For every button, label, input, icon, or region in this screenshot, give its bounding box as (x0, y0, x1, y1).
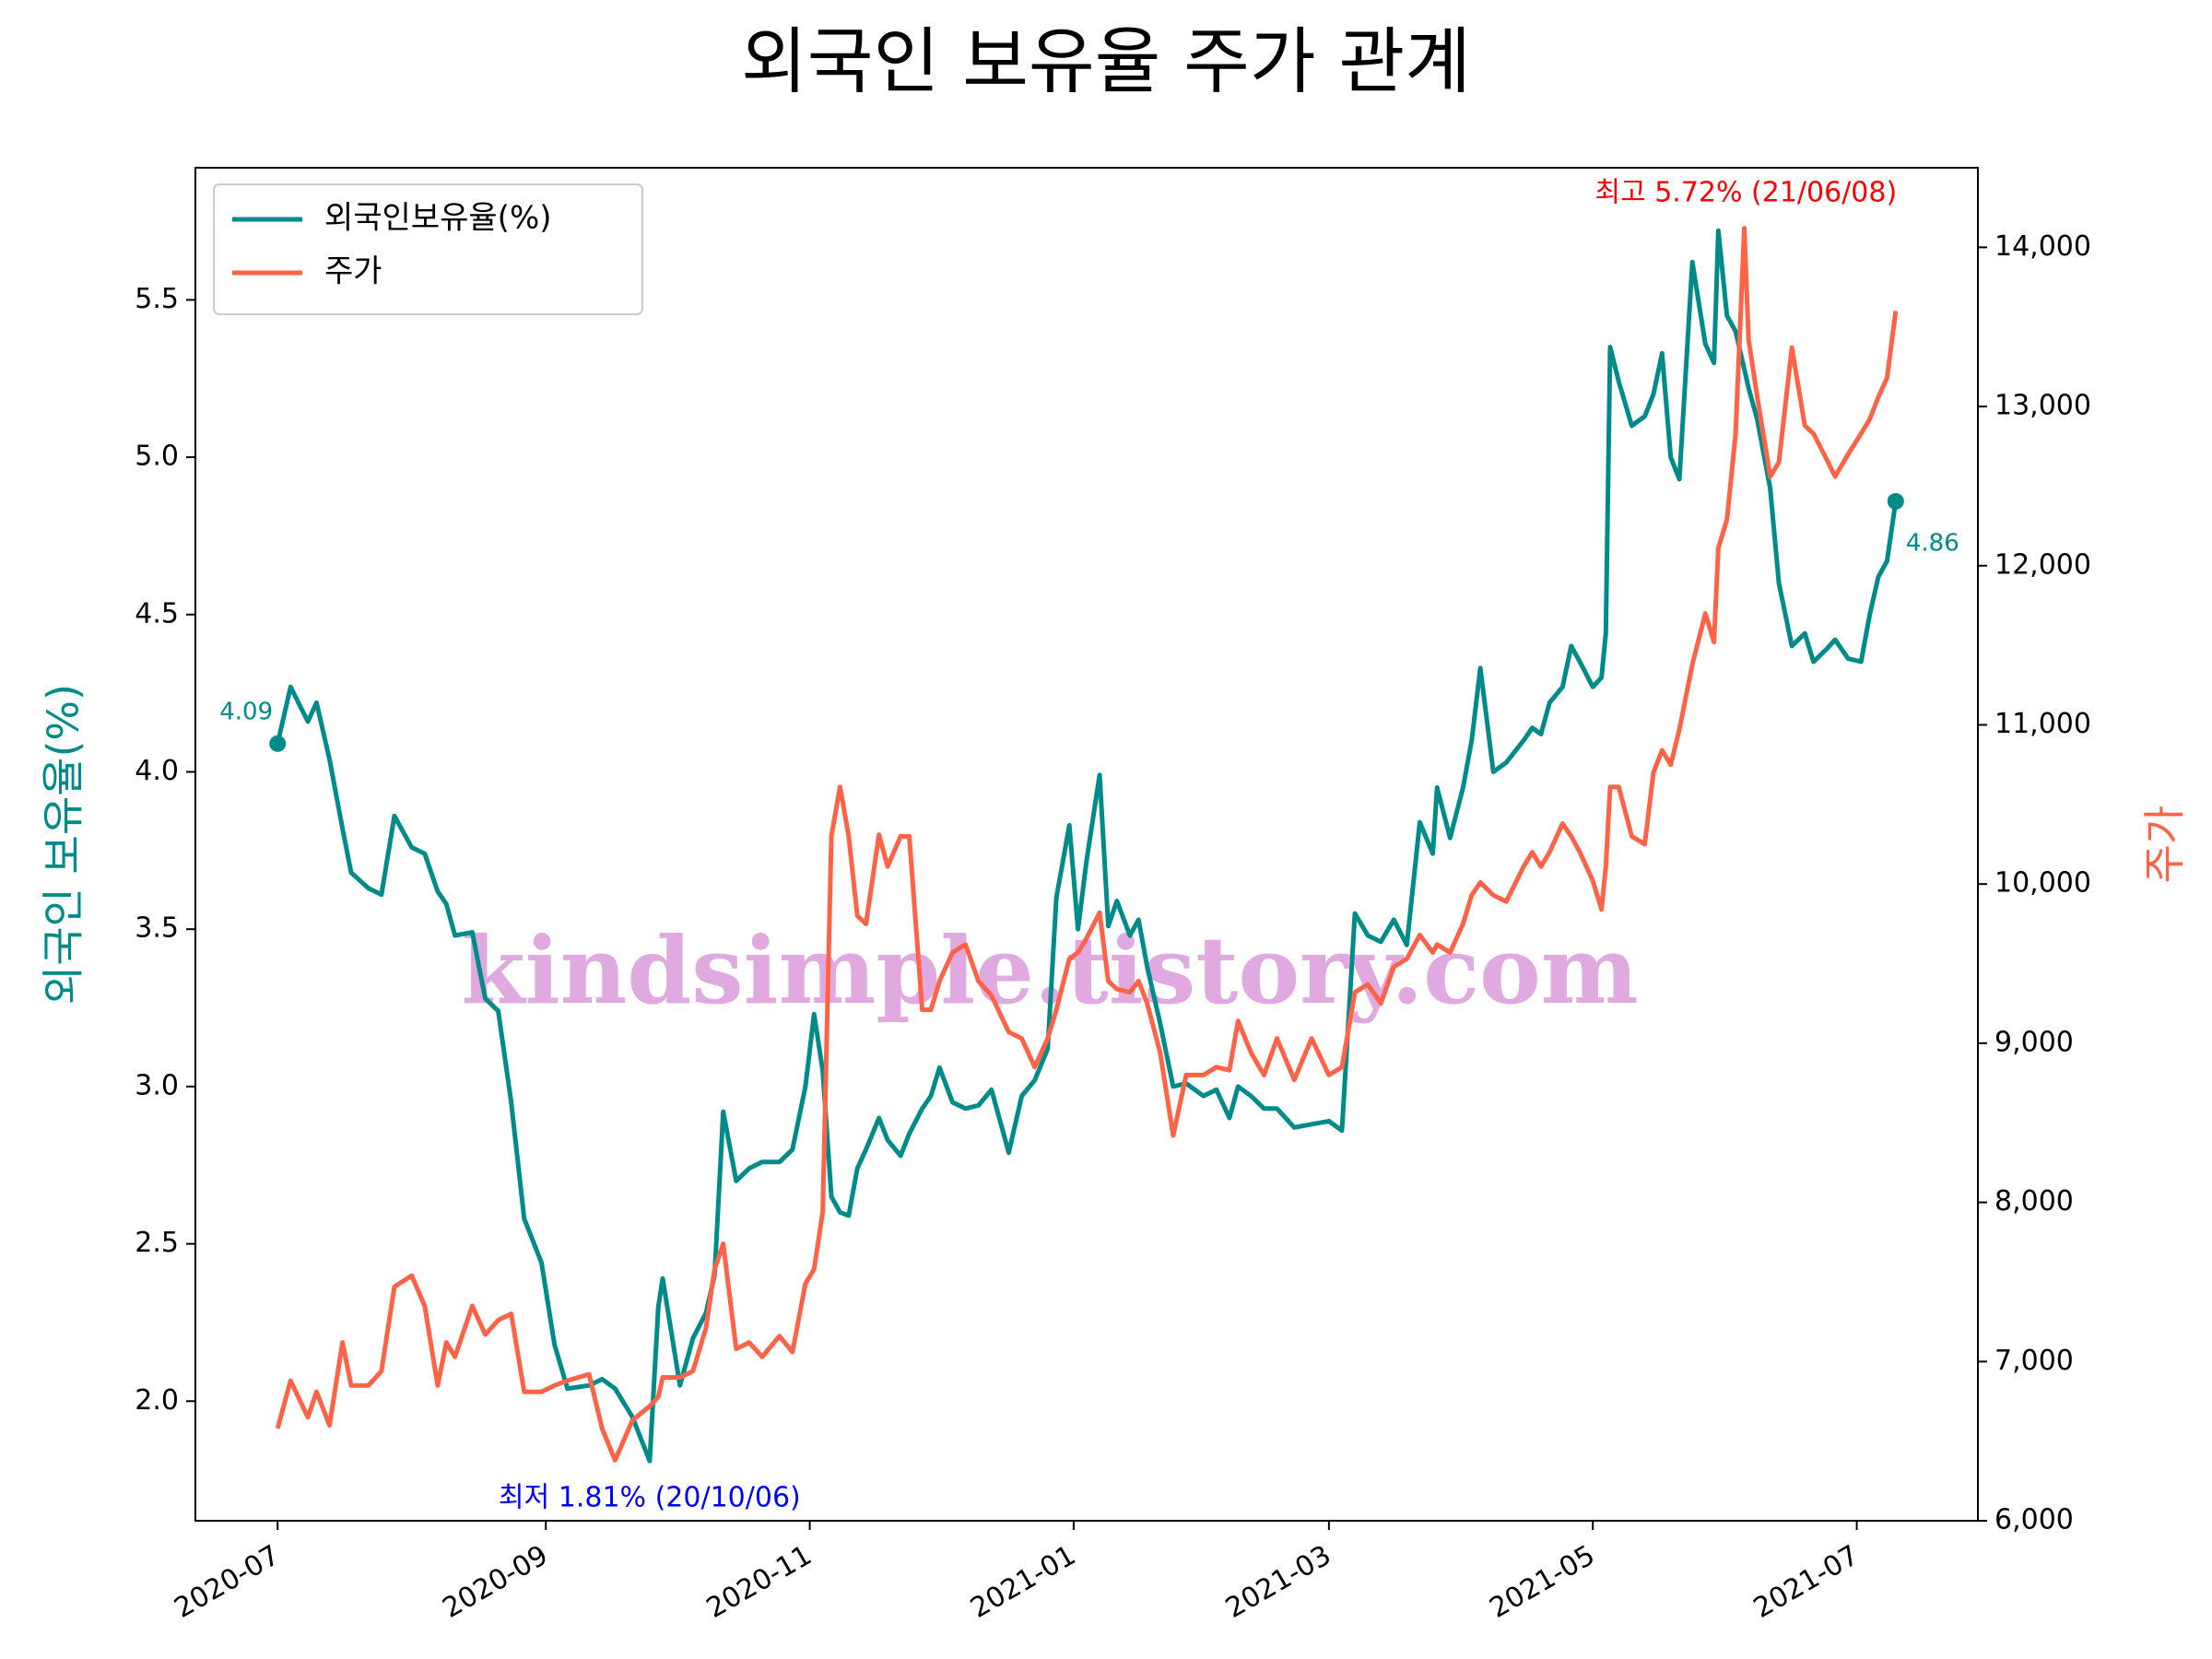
x-tick-label: 2021-05 (1484, 1539, 1600, 1625)
y2-tick-label: 10,000 (1994, 867, 2091, 900)
y2-tick-label: 6,000 (1994, 1504, 2074, 1536)
x-tick-label: 2020-09 (437, 1539, 553, 1625)
y-axis-label: 외국인 보유율(%) (39, 684, 88, 1005)
value-label: 4.86 (1906, 529, 1959, 557)
y-tick-label: 5.5 (135, 283, 179, 315)
x-tick-label: 2021-01 (965, 1539, 1081, 1625)
y2-tick-label: 7,000 (1994, 1345, 2074, 1377)
y2-axis-label: 주가 (2140, 806, 2190, 884)
x-tick-label: 2020-11 (701, 1539, 818, 1625)
x-tick-label: 2021-07 (1748, 1539, 1865, 1625)
x-tick-label: 2021-03 (1220, 1539, 1336, 1625)
y-tick-label: 5.0 (135, 441, 179, 473)
legend-label: 주가 (324, 253, 382, 290)
series-line (275, 228, 1899, 1464)
legend-label: 외국인보유율(%) (324, 200, 552, 237)
y-tick-label: 4.0 (135, 755, 179, 787)
annotation-min: 최저 1.81% (20/10/06) (499, 1482, 801, 1514)
y2-tick-label: 14,000 (1994, 230, 2091, 263)
legend-box (213, 183, 643, 315)
plot-frame (194, 167, 1979, 1522)
chart-title: 외국인 보유율 주가 관계 (741, 20, 1471, 103)
annotation-max: 최고 5.72% (21/06/08) (1594, 177, 1897, 209)
series-line (275, 226, 1899, 1463)
y2-tick-label: 9,000 (1994, 1026, 2074, 1058)
y-tick-label: 3.5 (135, 912, 179, 945)
y-tick-label: 3.0 (135, 1069, 179, 1101)
y2-tick-label: 13,000 (1994, 390, 2091, 422)
y2-tick-label: 12,000 (1994, 548, 2091, 581)
y-tick-label: 2.5 (135, 1227, 179, 1259)
x-tick-label: 2020-07 (169, 1539, 285, 1625)
value-label: 4.09 (219, 698, 273, 725)
end-marker (1887, 492, 1904, 510)
y-tick-label: 4.5 (135, 597, 179, 629)
y2-tick-label: 11,000 (1994, 708, 2091, 740)
end-marker (269, 735, 287, 752)
y2-tick-label: 8,000 (1994, 1185, 2074, 1218)
y-tick-label: 2.0 (135, 1384, 179, 1417)
